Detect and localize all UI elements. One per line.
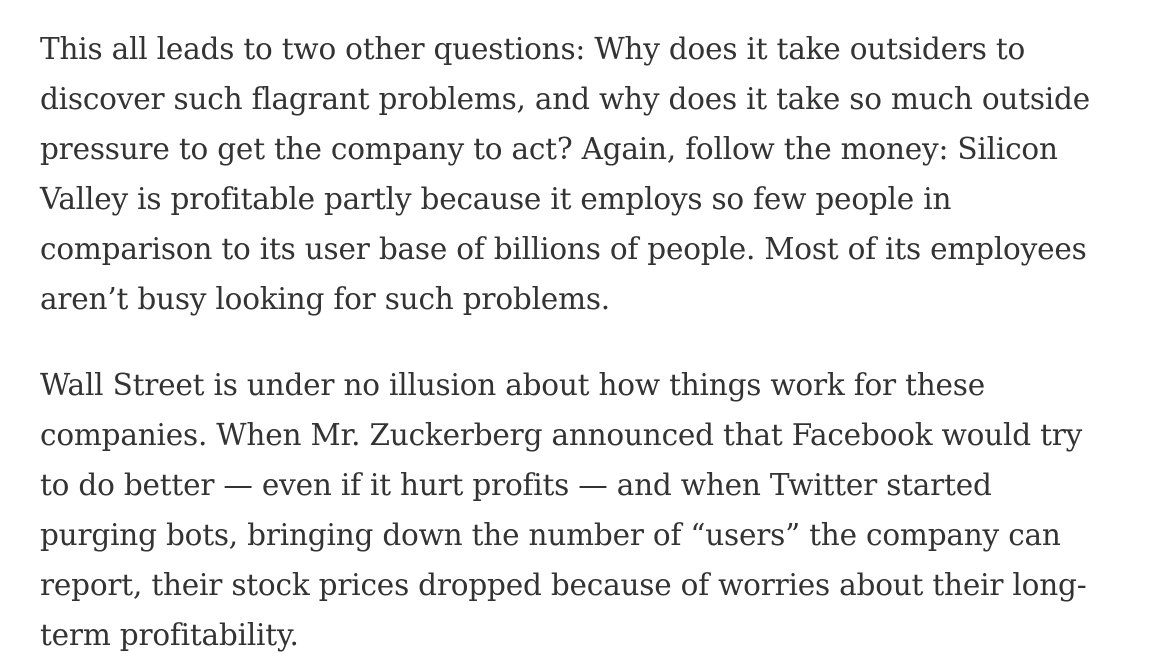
- paragraph-line: to do better — even if it hurt profits —…: [40, 468, 992, 502]
- paragraph-line: term profitability.: [40, 618, 299, 652]
- paragraph-line: companies. When Mr. Zuckerberg announced…: [40, 418, 1083, 452]
- paragraph-line: Wall Street is under no illusion about h…: [40, 368, 985, 402]
- paragraph-line: pressure to get the company to act? Agai…: [40, 132, 1058, 166]
- paragraph-line: This all leads to two other questions: W…: [40, 32, 1026, 66]
- paragraph-line: discover such flagrant problems, and why…: [40, 82, 1090, 116]
- article-body: This all leads to two other questions: W…: [40, 24, 1130, 660]
- paragraph-line: comparison to its user base of billions …: [40, 232, 1087, 266]
- paragraph-line: report, their stock prices dropped becau…: [40, 568, 1087, 602]
- paragraph-spacer: [40, 324, 1130, 360]
- paragraph-line: aren’t busy looking for such problems.: [40, 282, 610, 316]
- paragraph-2: Wall Street is under no illusion about h…: [40, 360, 1130, 660]
- paragraph-1: This all leads to two other questions: W…: [40, 24, 1130, 324]
- paragraph-line: purging bots, bringing down the number o…: [40, 518, 1061, 552]
- paragraph-line: Valley is profitable partly because it e…: [40, 182, 952, 216]
